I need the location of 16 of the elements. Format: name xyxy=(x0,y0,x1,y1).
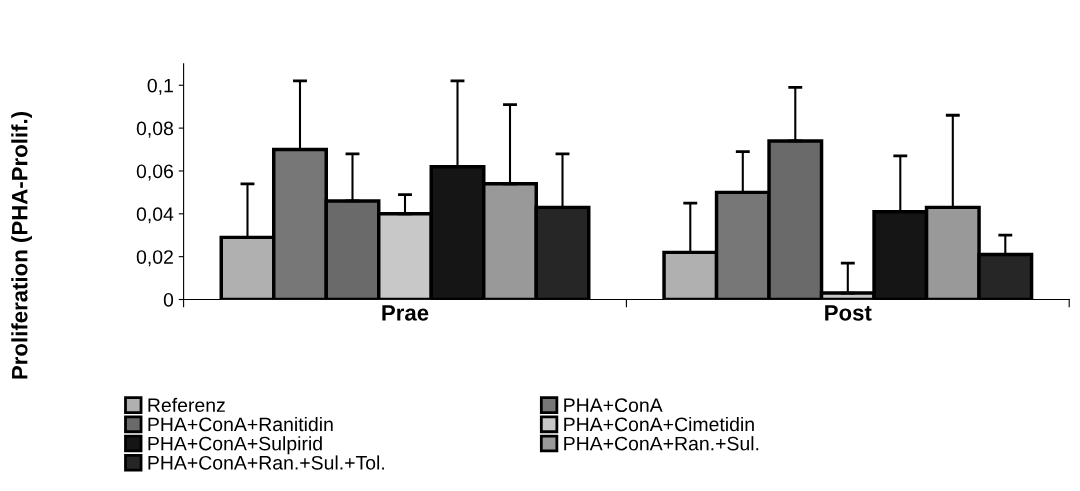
y-tick-label: 0,08 xyxy=(136,121,174,138)
y-tick-label: 0,04 xyxy=(136,207,174,224)
legend-label: PHA+ConA xyxy=(564,398,663,413)
y-axis-title: Proliferation (PHA-Prolif.) xyxy=(11,112,32,379)
x-tick-label: Post xyxy=(825,305,872,321)
legend-label: PHA+ConA+Ran.+Sul. xyxy=(564,436,759,451)
legend-label: PHA+ConA+Cimetidin xyxy=(564,416,754,432)
legend-label: PHA+ConA+Ran.+Sul.+Tol. xyxy=(148,455,384,470)
y-tick-label: 0,06 xyxy=(136,164,174,181)
y-tick-label: 0 xyxy=(163,292,174,307)
legend-label: PHA+ConA+Ranitidin xyxy=(148,416,333,432)
legend-label: PHA+ConA+Sulpirid xyxy=(148,436,322,455)
x-tick-label: Prae xyxy=(382,305,429,321)
legend-label: Referenz xyxy=(148,397,225,413)
y-tick-label: 0,02 xyxy=(136,250,173,267)
y-tick-label: 0,1 xyxy=(147,78,173,95)
